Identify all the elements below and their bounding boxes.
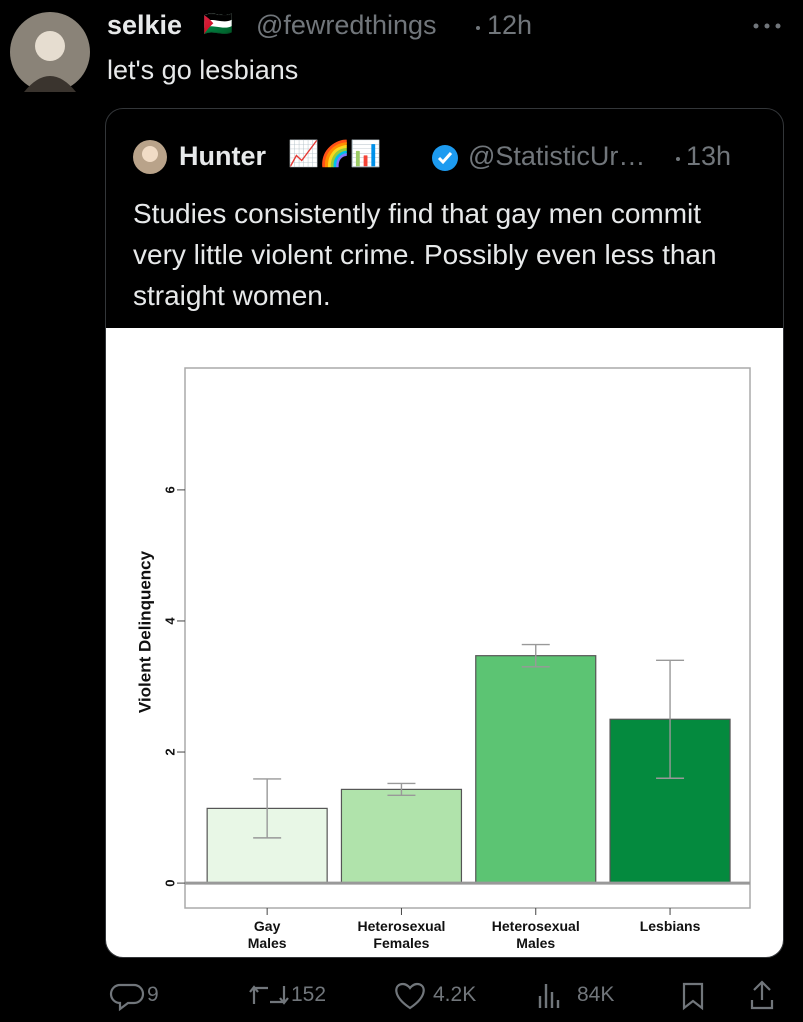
like-count: 4.2K: [433, 983, 477, 1006]
reply-count: 9: [147, 983, 159, 1006]
author-handle[interactable]: @fewredthings: [256, 10, 437, 40]
retweet-icon[interactable]: [249, 985, 289, 1005]
more-button[interactable]: [752, 22, 782, 30]
quote-author-name: Hunter: [179, 141, 266, 171]
y-tick-label: 6: [162, 486, 177, 493]
y-tick-label: 2: [162, 748, 177, 755]
quote-avatar: [133, 140, 167, 174]
quote-handle: @StatisticUr…: [468, 141, 646, 171]
author-name[interactable]: selkie: [107, 10, 183, 40]
quote-text: Studies consistently find that gay men c…: [133, 198, 717, 311]
like-icon[interactable]: [395, 982, 425, 1010]
view-count: 84K: [577, 983, 615, 1006]
verified-badge: [432, 145, 458, 171]
retweet-count: 152: [291, 983, 327, 1006]
time[interactable]: 12h: [487, 10, 533, 40]
action-icons: [109, 980, 774, 1012]
y-tick-label: 4: [162, 617, 177, 625]
y-axis-label: Violent Delinquency: [135, 550, 154, 713]
bar: [475, 655, 597, 884]
views-icon[interactable]: [538, 984, 560, 1008]
quoted-tweet[interactable]: Hunter 📈🌈📊 @StatisticUr… 13h Studies con…: [105, 108, 784, 958]
quote-emojis: 📈🌈📊: [288, 140, 382, 168]
x-tick-label: Lesbians: [639, 918, 701, 934]
reply-icon[interactable]: [109, 983, 145, 1012]
flag: 🇵🇸: [203, 11, 233, 38]
separator: [676, 157, 680, 161]
x-tick-label: Gay Males: [247, 918, 287, 951]
x-tick-label: Heterosexual Females: [357, 918, 446, 951]
bookmark-icon[interactable]: [682, 982, 704, 1011]
avatar[interactable]: [10, 12, 90, 92]
y-tick-label: 0: [162, 879, 177, 886]
separator: [476, 26, 480, 30]
x-tick-label: Heterosexual Males: [491, 918, 580, 951]
share-icon[interactable]: [750, 980, 774, 1010]
chart: Violent Delinquency 0 2 4 6: [135, 367, 751, 915]
tweet-text: let's go lesbians: [107, 55, 299, 85]
chart-image: Violent Delinquency 0 2 4 6 Gay Males Heteros…: [106, 328, 783, 957]
quote-time: 13h: [686, 141, 732, 171]
bar: [340, 788, 463, 884]
plot-frame: [184, 367, 751, 909]
